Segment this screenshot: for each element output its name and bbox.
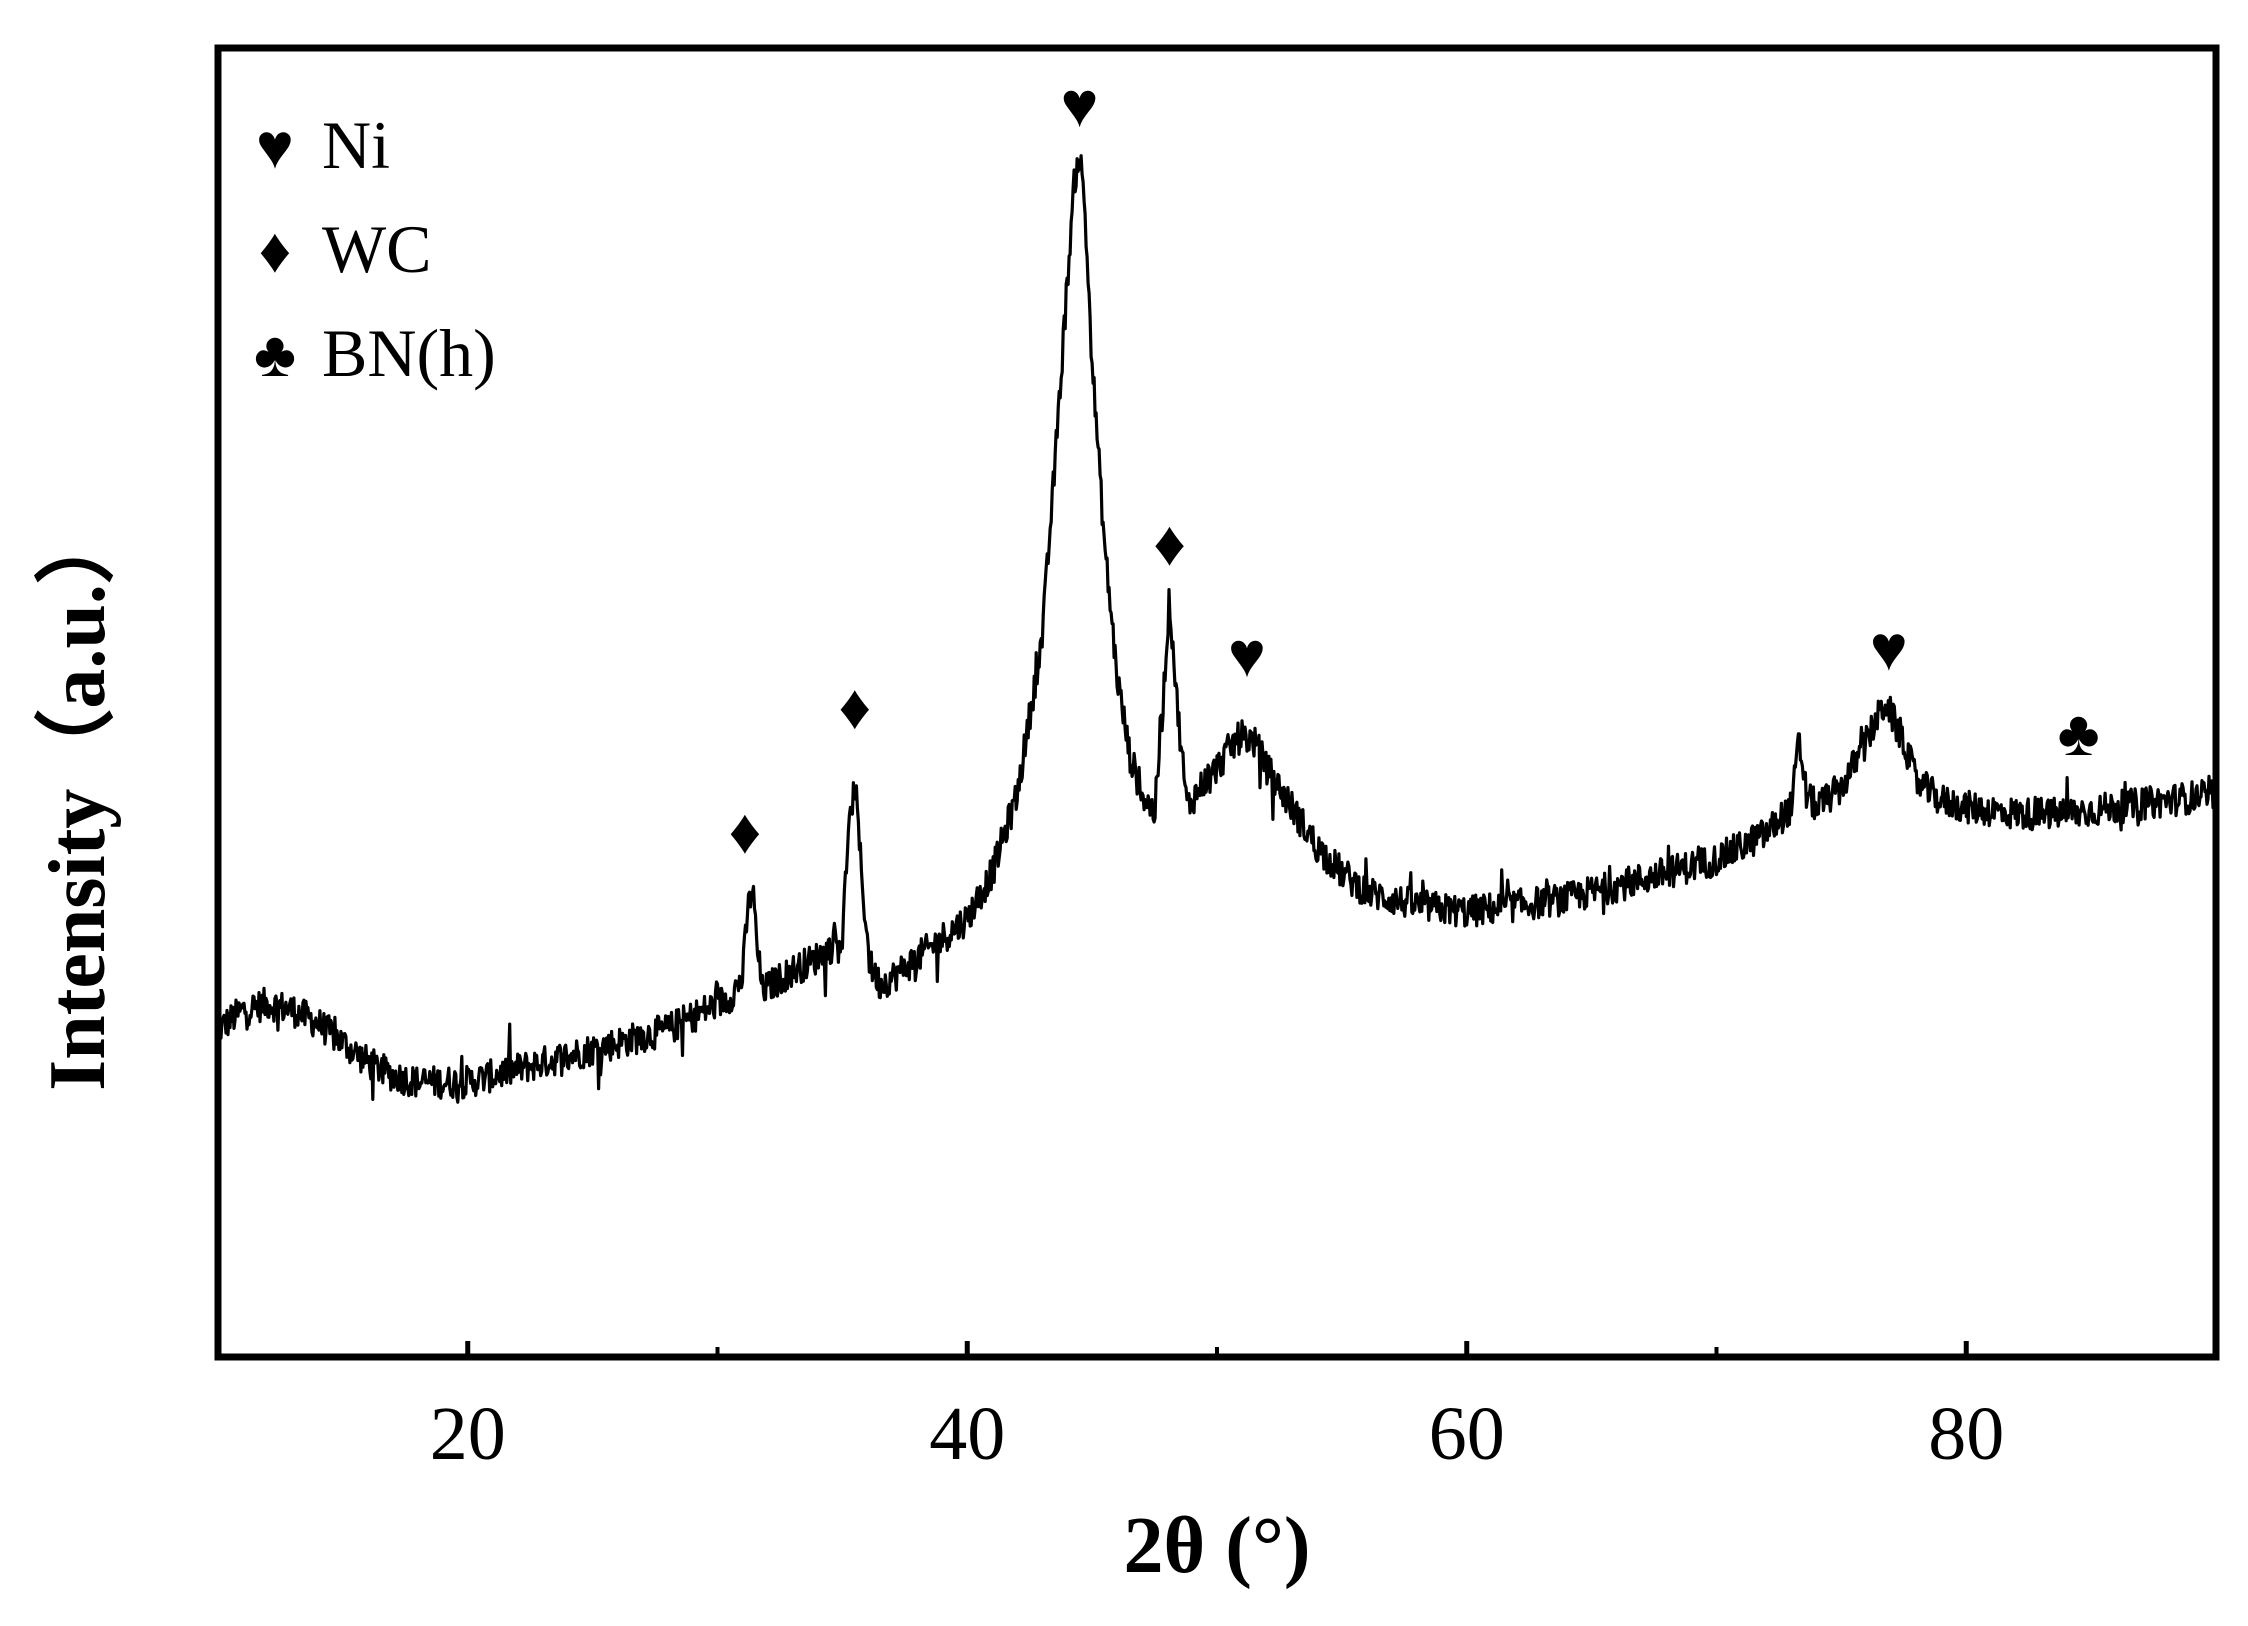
legend-symbol: ♣ xyxy=(254,319,296,390)
legend-label: Ni xyxy=(322,107,390,183)
peak-marker-ni: ♥ xyxy=(1228,619,1266,690)
peak-marker-wc: ♦ xyxy=(839,672,872,743)
series-line-0 xyxy=(217,154,2218,1104)
peak-marker-ni: ♥ xyxy=(1870,613,1908,684)
legend-label: BN(h) xyxy=(322,315,496,391)
peak-marker-bnh: ♣ xyxy=(2058,698,2100,769)
y-axis-title: Intensity（a.u.） xyxy=(34,504,122,1091)
legend-symbol: ♥ xyxy=(256,111,294,182)
x-tick-label: 40 xyxy=(929,1392,1005,1476)
peak-marker-wc: ♦ xyxy=(1153,508,1186,579)
series-layer xyxy=(217,154,2218,1104)
legend-symbol: ♦ xyxy=(259,215,292,286)
legend: ♥ Ni ♦ WC ♣ BN(h) xyxy=(254,107,496,391)
x-axis-title: 2θ (°) xyxy=(1123,1502,1310,1590)
peak-marker-wc: ♦ xyxy=(729,796,762,867)
x-axis-ticks: 20 40 60 80 xyxy=(430,1341,2004,1476)
legend-label: WC xyxy=(322,211,432,287)
peak-annotations: ♦ ♦ ♥ ♦ ♥ ♥ ♣ xyxy=(729,70,2100,867)
x-tick-label: 20 xyxy=(430,1392,506,1476)
x-tick-label: 80 xyxy=(1928,1392,2004,1476)
x-tick-label: 60 xyxy=(1429,1392,1505,1476)
peak-marker-ni: ♥ xyxy=(1061,70,1099,141)
